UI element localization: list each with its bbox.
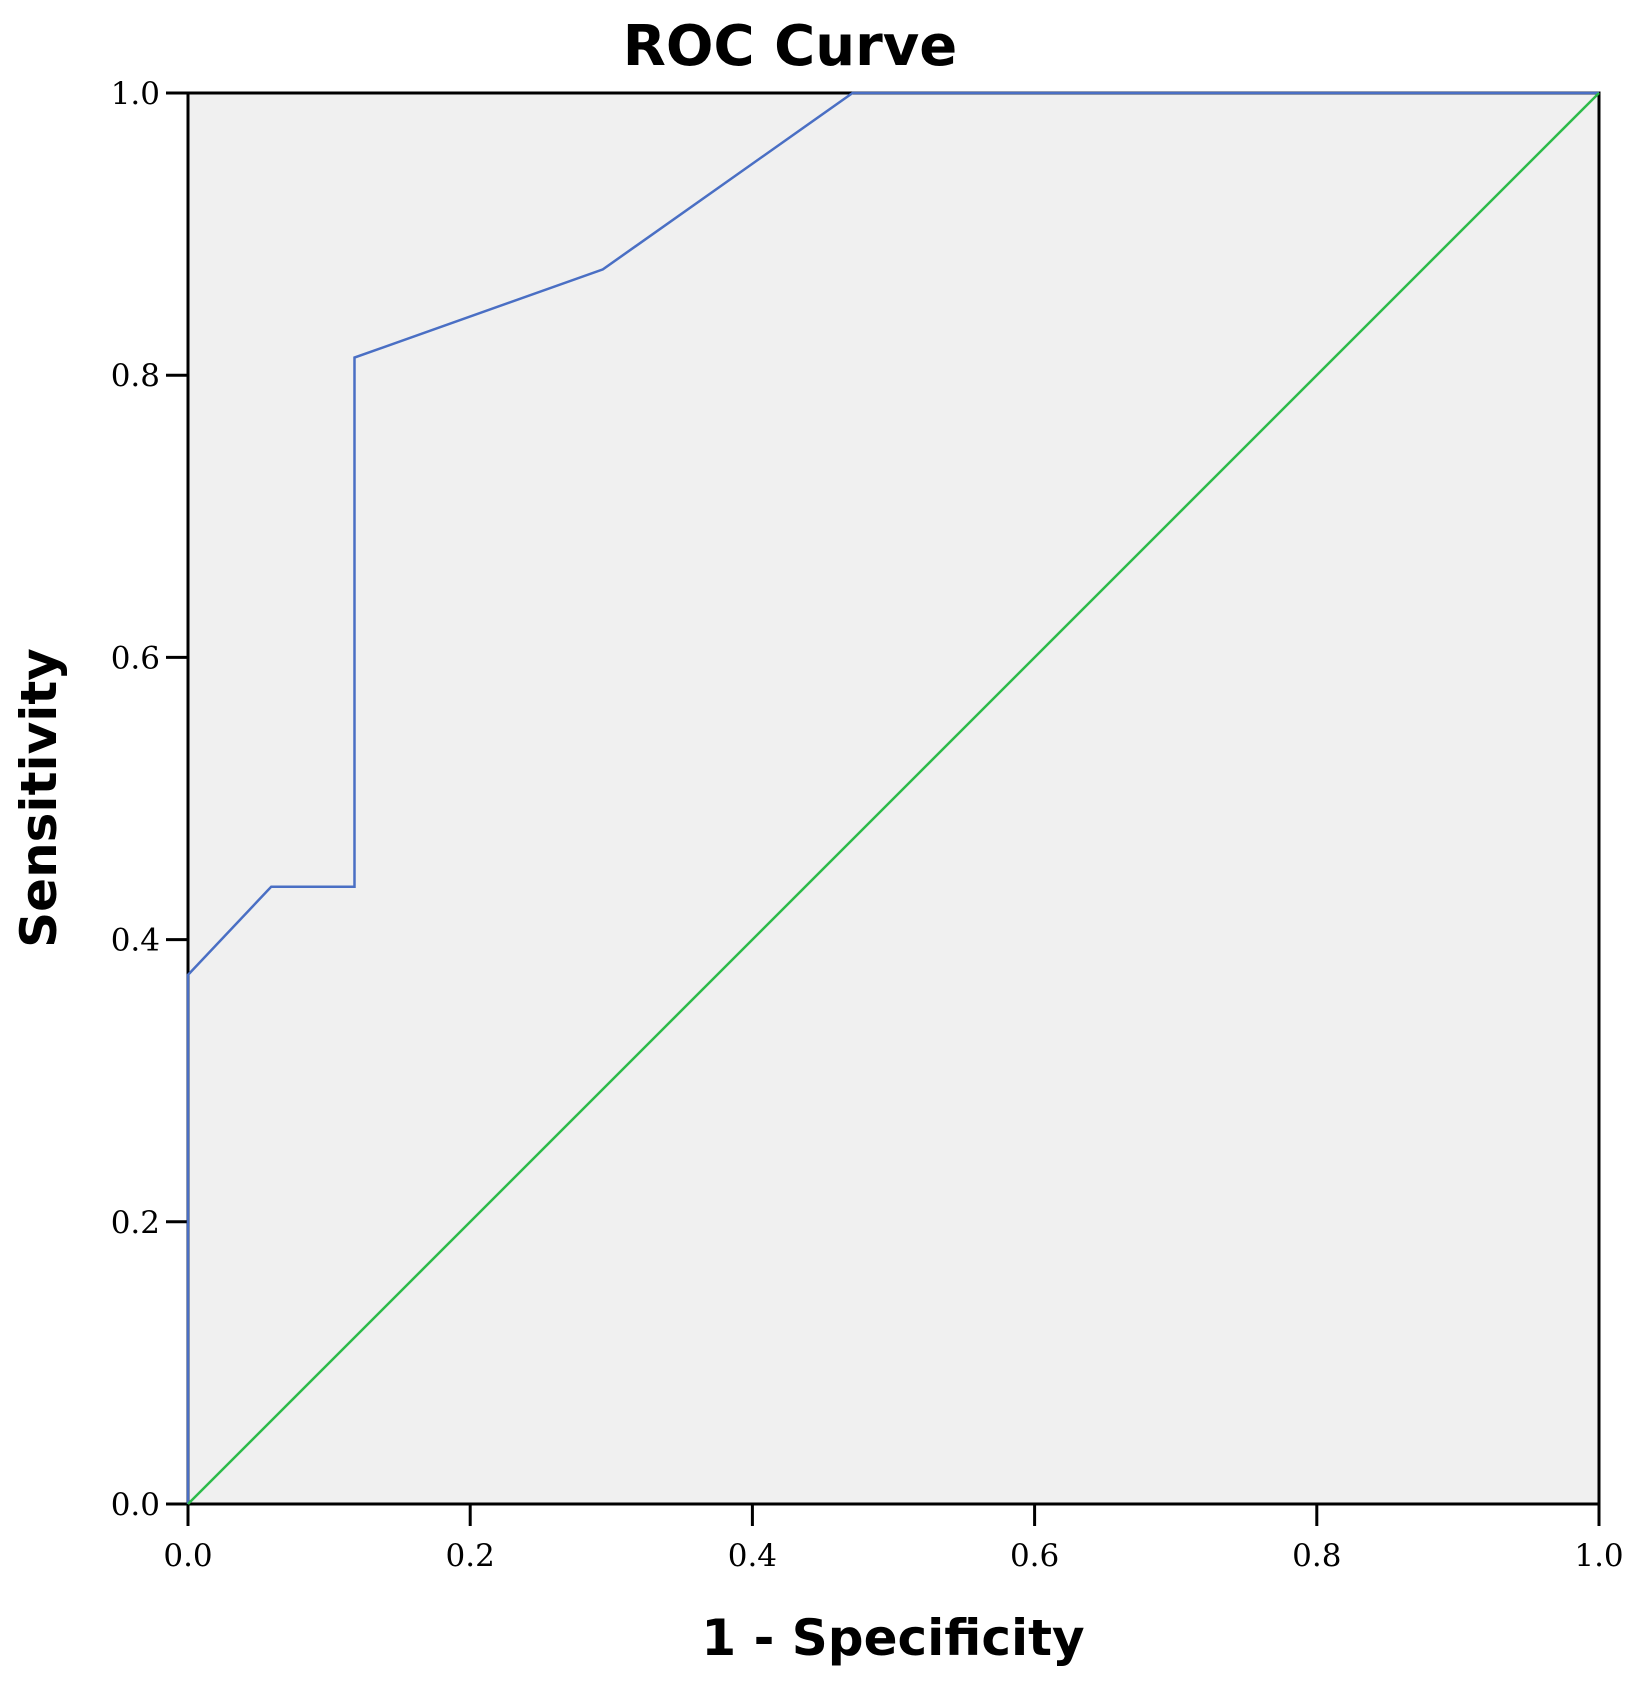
x-tick-label: 0.6 xyxy=(1010,1538,1059,1574)
x-tick-label: 0.2 xyxy=(446,1538,495,1574)
x-tick-label: 0.4 xyxy=(728,1538,777,1574)
y-tick-label: 0.2 xyxy=(111,1205,160,1241)
series-layer xyxy=(186,91,1600,1505)
y-tick-label: 0.8 xyxy=(111,358,160,394)
roc-curve-line xyxy=(186,91,1599,1504)
y-tick-label: 0.4 xyxy=(111,923,160,959)
x-tick-label: 1.0 xyxy=(1574,1538,1623,1574)
y-tick-label: 0.6 xyxy=(111,640,160,676)
y-axis: 0.0 0.2 0.4 0.6 0.8 1.0 xyxy=(111,76,188,1523)
chart-title: ROC Curve xyxy=(623,14,957,79)
y-tick-label: 0.0 xyxy=(111,1487,160,1523)
x-tick-label: 0.8 xyxy=(1292,1538,1341,1574)
x-axis-label: 1 - Specificity xyxy=(701,1609,1084,1667)
x-tick-label: 0.0 xyxy=(163,1538,212,1574)
reference-line xyxy=(187,92,1600,1505)
x-axis: 0.0 0.2 0.4 0.6 0.8 1.0 xyxy=(163,1504,1624,1574)
y-axis-label: Sensitivity xyxy=(10,648,68,948)
y-tick-label: 1.0 xyxy=(111,76,160,112)
